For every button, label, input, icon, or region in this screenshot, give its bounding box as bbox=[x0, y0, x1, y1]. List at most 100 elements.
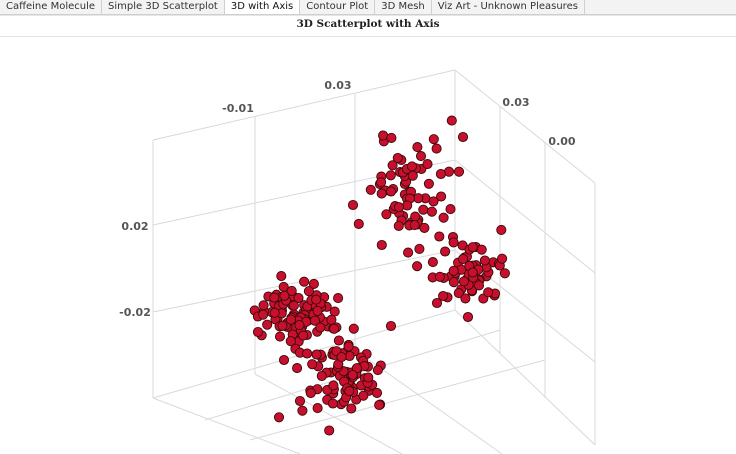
data-point bbox=[277, 320, 288, 331]
data-point bbox=[431, 143, 442, 154]
data-point bbox=[311, 349, 322, 360]
data-point bbox=[262, 319, 273, 330]
data-point bbox=[344, 386, 355, 397]
data-point bbox=[440, 246, 451, 257]
data-point bbox=[445, 204, 456, 215]
data-point bbox=[285, 336, 296, 347]
data-point bbox=[448, 237, 459, 248]
grid-line bbox=[454, 69, 596, 184]
data-point bbox=[293, 292, 304, 304]
data-point bbox=[409, 220, 420, 231]
data-point bbox=[327, 398, 338, 409]
data-point bbox=[438, 212, 449, 223]
data-point bbox=[288, 300, 299, 311]
data-point bbox=[307, 359, 318, 370]
data-points bbox=[249, 115, 510, 436]
tab-simple-3d-scatterplot[interactable]: Simple 3D Scatterplot bbox=[102, 0, 225, 14]
data-point bbox=[333, 335, 344, 346]
data-point bbox=[497, 253, 508, 264]
data-point bbox=[316, 370, 327, 382]
tab-3d-mesh[interactable]: 3D Mesh bbox=[375, 0, 432, 14]
chart-title: 3D Scatterplot with Axis bbox=[296, 18, 440, 30]
data-point bbox=[415, 151, 427, 162]
data-point bbox=[303, 286, 314, 297]
tick-label-y-axis-1: 0.00 bbox=[548, 135, 575, 148]
data-point bbox=[358, 390, 369, 401]
data-point bbox=[499, 268, 510, 279]
data-point bbox=[274, 331, 286, 342]
tab-3d-with-axis[interactable]: 3D with Axis bbox=[224, 0, 301, 14]
data-point bbox=[302, 348, 313, 359]
data-point bbox=[419, 222, 430, 233]
data-point bbox=[412, 142, 423, 153]
data-point bbox=[496, 224, 507, 235]
tab-caffeine-molecule[interactable]: Caffeine Molecule bbox=[0, 0, 103, 14]
data-point bbox=[348, 323, 359, 334]
data-point bbox=[312, 403, 323, 414]
grid-line bbox=[454, 309, 596, 446]
data-point bbox=[363, 372, 374, 383]
data-point bbox=[403, 247, 414, 258]
grid-line bbox=[454, 159, 596, 274]
data-point bbox=[381, 209, 392, 220]
tab-bar: Caffeine Molecule Simple 3D Scatterplot 3D… bbox=[0, 0, 736, 15]
data-point bbox=[423, 178, 434, 189]
data-point bbox=[460, 293, 471, 304]
data-point bbox=[428, 134, 439, 145]
data-point bbox=[365, 184, 376, 195]
tick-label-x-axis-1: 0.03 bbox=[324, 79, 351, 92]
data-point bbox=[479, 255, 490, 266]
data-point bbox=[436, 191, 447, 202]
data-point bbox=[414, 243, 425, 254]
grid-line bbox=[152, 69, 456, 141]
data-point bbox=[476, 244, 487, 255]
data-point bbox=[438, 290, 449, 302]
data-point bbox=[376, 177, 387, 188]
data-point bbox=[483, 287, 494, 298]
data-point bbox=[426, 206, 437, 217]
tick-label-y-axis-0: 0.03 bbox=[502, 96, 529, 109]
data-point bbox=[371, 387, 383, 398]
data-point bbox=[346, 403, 357, 414]
data-point bbox=[336, 351, 347, 363]
data-point bbox=[273, 412, 285, 423]
tab-viz-art-unknown-pleasures[interactable]: Viz Art - Unknown Pleasures bbox=[432, 0, 585, 14]
data-point bbox=[402, 200, 413, 211]
tick-labels: -0.01 0.03 0.03 0.00 0.02 -0.02 bbox=[119, 79, 576, 319]
data-point bbox=[392, 152, 403, 164]
data-point bbox=[462, 311, 474, 323]
data-point bbox=[269, 292, 280, 303]
data-point bbox=[279, 290, 290, 301]
tick-label-z-axis-1: -0.02 bbox=[119, 306, 151, 319]
data-point bbox=[458, 253, 469, 265]
data-point bbox=[297, 405, 308, 416]
data-point bbox=[278, 354, 290, 366]
grid-line bbox=[249, 359, 546, 441]
data-point bbox=[406, 161, 418, 172]
data-point bbox=[374, 399, 385, 411]
data-point bbox=[315, 322, 326, 333]
data-point bbox=[353, 218, 364, 229]
data-point bbox=[412, 261, 423, 272]
data-point bbox=[448, 265, 459, 276]
data-point bbox=[376, 188, 387, 199]
data-point bbox=[446, 115, 457, 126]
data-point bbox=[427, 257, 438, 268]
data-point bbox=[305, 388, 316, 399]
data-point bbox=[294, 395, 306, 407]
data-point bbox=[258, 300, 269, 311]
title-divider bbox=[0, 36, 736, 37]
data-point bbox=[333, 293, 344, 304]
data-point bbox=[376, 239, 387, 251]
data-point bbox=[269, 307, 280, 318]
tab-contour-plot[interactable]: Contour Plot bbox=[300, 0, 376, 14]
data-point bbox=[276, 271, 287, 282]
data-point bbox=[428, 196, 439, 207]
data-point bbox=[410, 211, 421, 222]
tick-label-z-axis-0: 0.02 bbox=[121, 220, 148, 233]
data-point bbox=[258, 309, 269, 320]
data-point bbox=[434, 231, 445, 242]
data-point bbox=[252, 326, 264, 338]
data-point bbox=[393, 202, 405, 213]
